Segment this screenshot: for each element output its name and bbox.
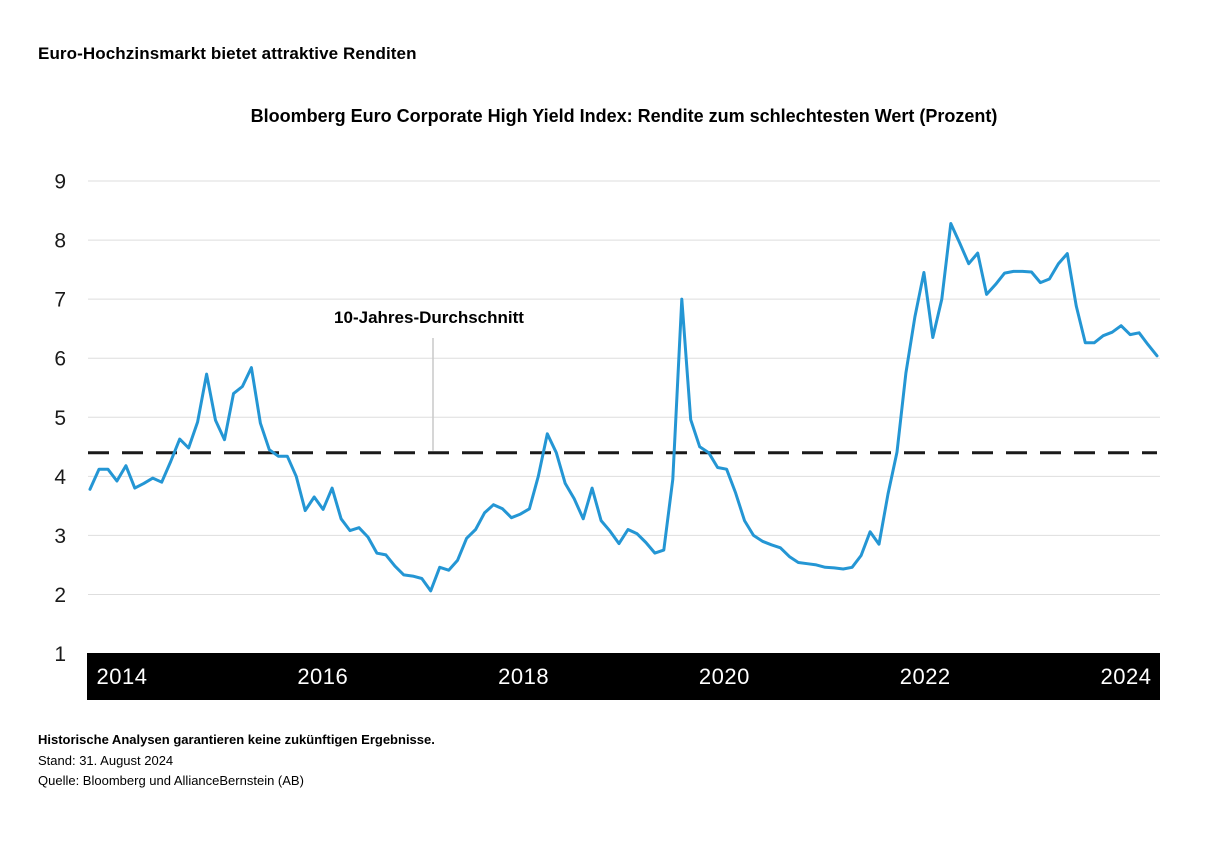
y-tick-label-9: 9 bbox=[54, 171, 66, 194]
source-text: Quelle: Bloomberg und AllianceBernstein … bbox=[38, 773, 304, 789]
footnotes: Historische Analysen garantieren keine z… bbox=[38, 730, 435, 792]
x-tick-label-2020: 2020 bbox=[699, 664, 750, 689]
x-tick-label-2014: 2014 bbox=[97, 664, 148, 689]
page-title: Euro-Hochzinsmarkt bietet attraktive Ren… bbox=[38, 44, 417, 63]
y-tick-label-6: 6 bbox=[54, 348, 66, 371]
y-tick-label-3: 3 bbox=[54, 525, 66, 548]
disclaimer-text: Historische Analysen garantieren keine z… bbox=[38, 732, 435, 747]
y-tick-label-5: 5 bbox=[54, 407, 66, 430]
as-of-date: Stand: 31. August 2024 bbox=[38, 752, 174, 768]
x-tick-label-2016: 2016 bbox=[297, 664, 348, 689]
x-tick-label-2024: 2024 bbox=[1101, 664, 1152, 689]
y-tick-label-2: 2 bbox=[54, 584, 66, 607]
x-tick-label-2018: 2018 bbox=[498, 664, 549, 689]
y-tick-label-1: 1 bbox=[54, 643, 66, 666]
y-axis-labels: 9 8 7 6 5 4 3 2 1 bbox=[54, 171, 66, 667]
yield-series-line bbox=[88, 222, 1159, 593]
y-tick-label-4: 4 bbox=[54, 466, 66, 489]
y-tick-label-8: 8 bbox=[54, 230, 66, 253]
x-axis-year-labels: 2014 2016 2018 2020 2022 2024 bbox=[97, 664, 1152, 689]
gridlines bbox=[88, 180, 1160, 595]
x-tick-label-2022: 2022 bbox=[900, 664, 951, 689]
average-annotation-label: 10-Jahres-Durchschnitt bbox=[334, 308, 524, 327]
chart-title: Bloomberg Euro Corporate High Yield Inde… bbox=[250, 106, 998, 126]
x-axis-bar bbox=[87, 653, 1160, 700]
y-tick-label-7: 7 bbox=[54, 289, 66, 312]
